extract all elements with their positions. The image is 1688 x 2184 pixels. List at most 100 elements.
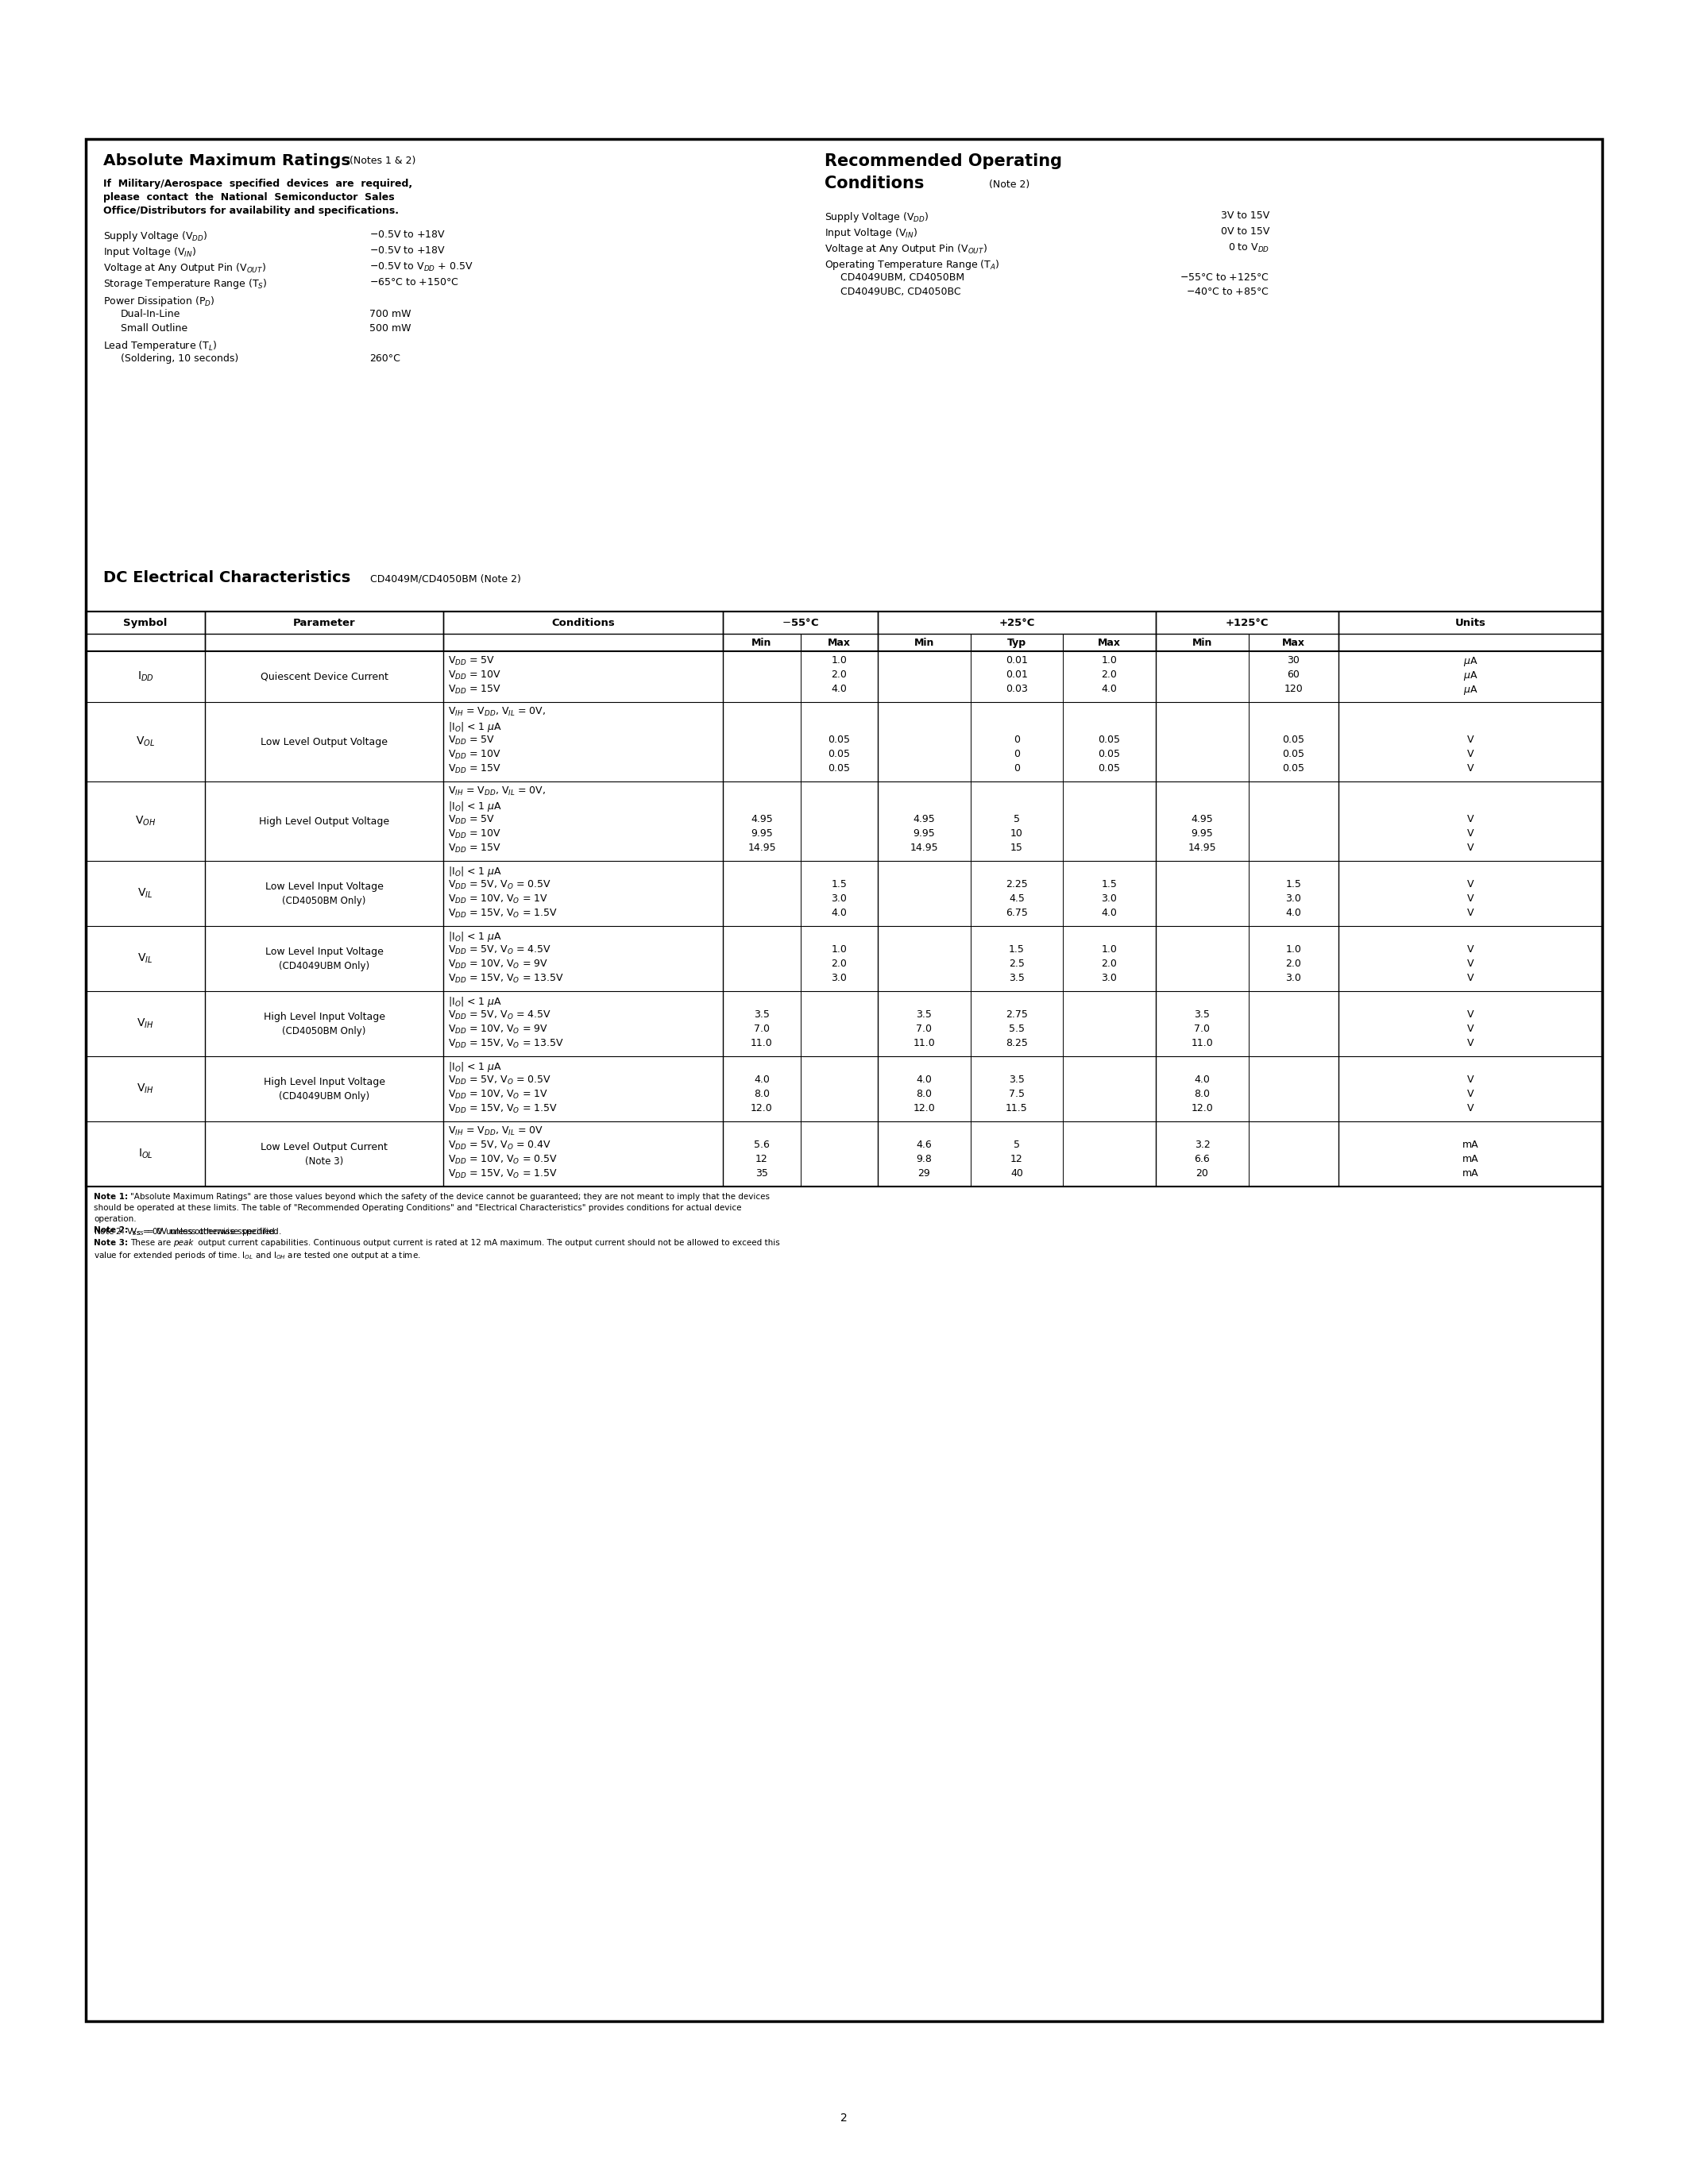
Text: 2.0: 2.0 bbox=[1101, 959, 1117, 970]
Text: 4.95: 4.95 bbox=[751, 815, 773, 823]
Text: +125°C: +125°C bbox=[1225, 618, 1269, 627]
Text: V$_{DD}$ = 5V, V$_O$ = 0.5V: V$_{DD}$ = 5V, V$_O$ = 0.5V bbox=[447, 1075, 552, 1085]
Text: 7.0: 7.0 bbox=[755, 1024, 770, 1033]
Text: V$_{IH}$ = V$_{DD}$, V$_{IL}$ = 0V: V$_{IH}$ = V$_{DD}$, V$_{IL}$ = 0V bbox=[447, 1125, 544, 1138]
Text: (CD4049UBM Only): (CD4049UBM Only) bbox=[279, 961, 370, 972]
Text: 0.05: 0.05 bbox=[1283, 749, 1305, 760]
Text: value for extended periods of time. I$_{OL}$ and I$_{OH}$ are tested one output : value for extended periods of time. I$_{… bbox=[95, 1249, 420, 1260]
Text: 1.5: 1.5 bbox=[1286, 880, 1301, 889]
Text: 0V to 15V: 0V to 15V bbox=[1220, 227, 1269, 236]
Text: V$_{DD}$ = 15V, V$_O$ = 1.5V: V$_{DD}$ = 15V, V$_O$ = 1.5V bbox=[447, 909, 557, 919]
Text: V$_{IL}$: V$_{IL}$ bbox=[138, 952, 154, 965]
Text: please  contact  the  National  Semiconductor  Sales: please contact the National Semiconducto… bbox=[103, 192, 395, 203]
Text: V$_{DD}$ = 5V, V$_O$ = 4.5V: V$_{DD}$ = 5V, V$_O$ = 4.5V bbox=[447, 943, 552, 957]
Text: (CD4049UBM Only): (CD4049UBM Only) bbox=[279, 1090, 370, 1101]
Text: 4.0: 4.0 bbox=[917, 1075, 932, 1085]
Text: 2.25: 2.25 bbox=[1006, 880, 1028, 889]
Text: 2.0: 2.0 bbox=[830, 670, 847, 679]
Text: Input Voltage (V$_{IN}$): Input Voltage (V$_{IN}$) bbox=[824, 227, 918, 240]
Text: 7.0: 7.0 bbox=[1195, 1024, 1210, 1033]
Text: 8.0: 8.0 bbox=[755, 1090, 770, 1099]
Text: V$_{DD}$ = 15V: V$_{DD}$ = 15V bbox=[447, 843, 501, 854]
Text: V$_{DD}$ = 15V, V$_O$ = 1.5V: V$_{DD}$ = 15V, V$_O$ = 1.5V bbox=[447, 1168, 557, 1179]
Text: I$_{DD}$: I$_{DD}$ bbox=[137, 670, 154, 684]
Text: $-$55°C to +125°C: $-$55°C to +125°C bbox=[1180, 273, 1269, 282]
Text: Parameter: Parameter bbox=[294, 618, 354, 627]
Text: 3.5: 3.5 bbox=[755, 1009, 770, 1020]
Text: Supply Voltage (V$_{DD}$): Supply Voltage (V$_{DD}$) bbox=[103, 229, 208, 242]
Text: V: V bbox=[1467, 893, 1474, 904]
Text: 0: 0 bbox=[1013, 749, 1020, 760]
Text: (Soldering, 10 seconds): (Soldering, 10 seconds) bbox=[122, 354, 238, 365]
Text: 4.0: 4.0 bbox=[830, 684, 847, 695]
Text: 6.6: 6.6 bbox=[1195, 1153, 1210, 1164]
Text: These are: These are bbox=[130, 1238, 174, 1247]
Text: 4.95: 4.95 bbox=[1192, 815, 1214, 823]
Text: 2.0: 2.0 bbox=[1101, 670, 1117, 679]
Text: 3.5: 3.5 bbox=[1195, 1009, 1210, 1020]
Text: 10: 10 bbox=[1011, 828, 1023, 839]
Text: V$_{DD}$ = 10V, V$_O$ = 1V: V$_{DD}$ = 10V, V$_O$ = 1V bbox=[447, 893, 549, 906]
Text: 3.0: 3.0 bbox=[1286, 893, 1301, 904]
Text: CD4049UBC, CD4050BC: CD4049UBC, CD4050BC bbox=[841, 286, 960, 297]
Text: V: V bbox=[1467, 1075, 1474, 1085]
Text: 120: 120 bbox=[1285, 684, 1303, 695]
Text: 11.0: 11.0 bbox=[1192, 1037, 1214, 1048]
Text: 3.5: 3.5 bbox=[1009, 1075, 1025, 1085]
Text: Symbol: Symbol bbox=[123, 618, 167, 627]
Text: 4.5: 4.5 bbox=[1009, 893, 1025, 904]
Text: If  Military/Aerospace  specified  devices  are  required,: If Military/Aerospace specified devices … bbox=[103, 179, 412, 190]
Text: 8.0: 8.0 bbox=[917, 1090, 932, 1099]
Text: V$_{DD}$ = 5V, V$_O$ = 4.5V: V$_{DD}$ = 5V, V$_O$ = 4.5V bbox=[447, 1009, 552, 1022]
Text: Max: Max bbox=[1283, 638, 1305, 649]
Text: 0.05: 0.05 bbox=[1099, 749, 1121, 760]
Text: 29: 29 bbox=[918, 1168, 930, 1179]
Text: V: V bbox=[1467, 815, 1474, 823]
Text: V$_{DD}$ = 5V: V$_{DD}$ = 5V bbox=[447, 734, 495, 747]
Text: V: V bbox=[1467, 1024, 1474, 1033]
Text: V$_{DD}$ = 10V: V$_{DD}$ = 10V bbox=[447, 749, 501, 760]
Text: 2.75: 2.75 bbox=[1006, 1009, 1028, 1020]
Text: 14.95: 14.95 bbox=[1188, 843, 1217, 854]
Text: CD4049UBM, CD4050BM: CD4049UBM, CD4050BM bbox=[841, 273, 964, 282]
Text: V$_{DD}$ = 10V, V$_O$ = 0.5V: V$_{DD}$ = 10V, V$_O$ = 0.5V bbox=[447, 1153, 557, 1166]
Text: Absolute Maximum Ratings: Absolute Maximum Ratings bbox=[103, 153, 351, 168]
Text: V: V bbox=[1467, 959, 1474, 970]
Text: I$_{OL}$: I$_{OL}$ bbox=[138, 1147, 154, 1160]
Text: 7.5: 7.5 bbox=[1009, 1090, 1025, 1099]
Text: 12.0: 12.0 bbox=[913, 1103, 935, 1114]
Text: 0: 0 bbox=[1013, 734, 1020, 745]
Text: peak: peak bbox=[174, 1238, 194, 1247]
Text: V$_{DD}$ = 10V, V$_O$ = 9V: V$_{DD}$ = 10V, V$_O$ = 9V bbox=[447, 959, 549, 970]
Text: 3.0: 3.0 bbox=[1101, 972, 1117, 983]
Text: Input Voltage (V$_{IN}$): Input Voltage (V$_{IN}$) bbox=[103, 245, 196, 260]
Text: 0.05: 0.05 bbox=[1099, 734, 1121, 745]
Text: 12: 12 bbox=[756, 1153, 768, 1164]
Text: $-$40°C to +85°C: $-$40°C to +85°C bbox=[1187, 286, 1269, 297]
Text: V$_{DD}$ = 15V: V$_{DD}$ = 15V bbox=[447, 684, 501, 697]
Text: V: V bbox=[1467, 1103, 1474, 1114]
Text: (Note 2): (Note 2) bbox=[989, 179, 1030, 190]
Text: 11.5: 11.5 bbox=[1006, 1103, 1028, 1114]
Text: $\mu$A: $\mu$A bbox=[1463, 655, 1477, 668]
Text: 30: 30 bbox=[1288, 655, 1300, 666]
Text: 1.0: 1.0 bbox=[830, 655, 847, 666]
Text: Note 1:: Note 1: bbox=[95, 1192, 128, 1201]
Text: 3.0: 3.0 bbox=[1286, 972, 1301, 983]
Text: 3.0: 3.0 bbox=[830, 893, 847, 904]
Text: Low Level Output Current: Low Level Output Current bbox=[260, 1142, 388, 1151]
Text: $-$0.5V to V$_{DD}$ + 0.5V: $-$0.5V to V$_{DD}$ + 0.5V bbox=[370, 262, 473, 273]
Text: Conditions: Conditions bbox=[552, 618, 614, 627]
Text: V$_{DD}$ = 10V: V$_{DD}$ = 10V bbox=[447, 828, 501, 841]
Text: 9.95: 9.95 bbox=[913, 828, 935, 839]
Text: V$_{IL}$: V$_{IL}$ bbox=[138, 887, 154, 900]
Text: 3.5: 3.5 bbox=[1009, 972, 1025, 983]
Text: should be operated at these limits. The table of "Recommended Operating Conditio: should be operated at these limits. The … bbox=[95, 1203, 741, 1212]
Text: Voltage at Any Output Pin (V$_{OUT}$): Voltage at Any Output Pin (V$_{OUT}$) bbox=[824, 242, 987, 256]
Text: 3.5: 3.5 bbox=[917, 1009, 932, 1020]
Text: 9.95: 9.95 bbox=[1192, 828, 1214, 839]
Text: 0.05: 0.05 bbox=[829, 762, 851, 773]
Text: 8.25: 8.25 bbox=[1006, 1037, 1028, 1048]
Text: 3.0: 3.0 bbox=[830, 972, 847, 983]
Text: $-$0.5V to +18V: $-$0.5V to +18V bbox=[370, 229, 446, 240]
